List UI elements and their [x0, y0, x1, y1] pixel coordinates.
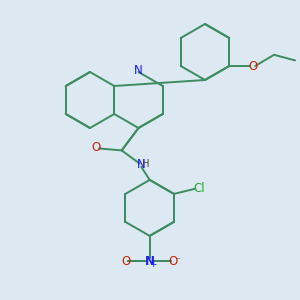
Text: O: O [169, 255, 178, 268]
Text: O: O [248, 59, 258, 73]
Text: N: N [145, 255, 155, 268]
Text: N: N [134, 64, 143, 76]
Text: O: O [92, 141, 101, 154]
Text: N: N [137, 158, 146, 171]
Text: O: O [121, 255, 130, 268]
Text: H: H [142, 158, 150, 169]
Text: +: + [149, 260, 157, 269]
Text: Cl: Cl [193, 182, 205, 195]
Text: ⁻: ⁻ [176, 256, 181, 266]
